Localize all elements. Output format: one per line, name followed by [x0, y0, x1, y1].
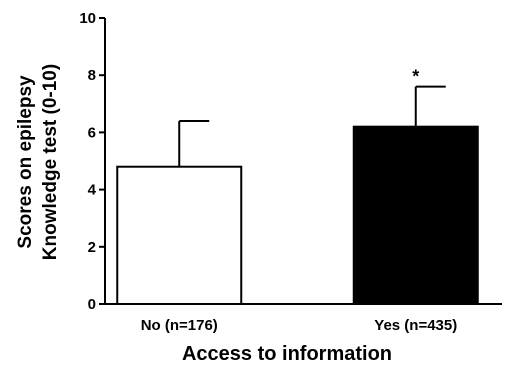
bar	[352, 125, 479, 306]
x-tick-label: No (n=176)	[141, 317, 218, 334]
x-tick-label: Yes (n=435)	[374, 317, 457, 334]
bar	[116, 165, 243, 305]
significance-marker: *	[412, 67, 419, 87]
y-tick-label: 8	[88, 67, 96, 84]
category-labels: No (n=176) Yes (n=435)	[141, 317, 458, 334]
y-axis-title: Scores on epilepsy	[15, 75, 36, 249]
y-tick-label: 0	[88, 296, 96, 313]
bars	[116, 125, 479, 306]
y-axis: 0 2 4 6 8 10	[79, 10, 106, 313]
x-axis-title: Access to information	[182, 343, 392, 365]
y-axis-title-line-2-text: Knowledge test (0-10)	[40, 64, 61, 260]
y-axis-title-line-2: Knowledge test (0-10)	[40, 64, 61, 260]
y-tick-label: 4	[88, 182, 97, 199]
y-tick-label: 6	[88, 124, 96, 141]
y-tick-label: 10	[79, 10, 96, 27]
annotations: *	[412, 67, 419, 87]
y-axis-title-line-1: Scores on epilepsy	[15, 75, 36, 249]
y-tick-label: 2	[88, 239, 96, 256]
error-bars	[178, 85, 446, 167]
